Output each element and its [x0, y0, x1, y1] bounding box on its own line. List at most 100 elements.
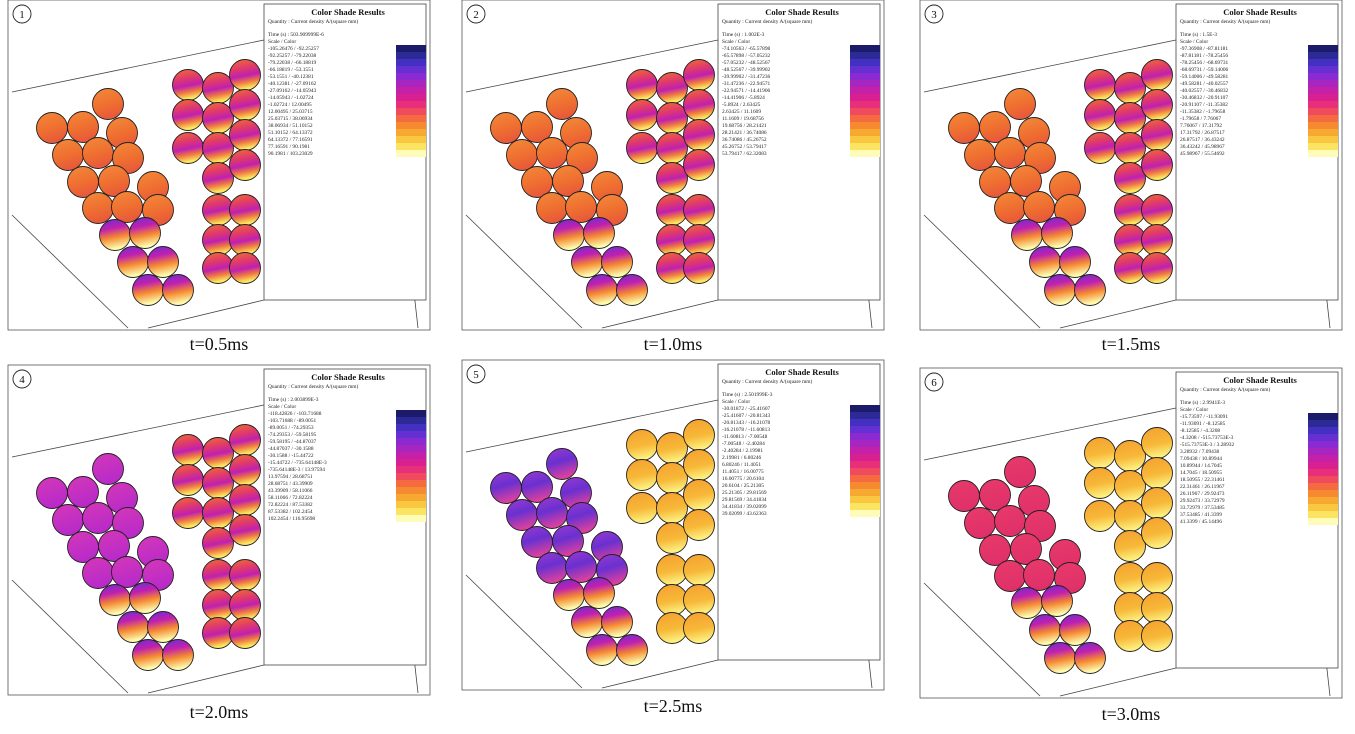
conductor: [82, 137, 114, 169]
conductor: [36, 477, 68, 509]
conductor: [1041, 217, 1073, 249]
conductor: [616, 634, 648, 666]
boundary: [11, 39, 265, 93]
legend-row: 6.80246 / 11.4051: [722, 462, 761, 468]
legend-row: -105.26476 / -92.25257: [268, 46, 319, 52]
caption: t=0.5ms: [190, 334, 249, 354]
legend-row: 43.39909 / 58.11066: [268, 488, 313, 494]
legend-row: -11.93091 / -8.12585: [1180, 421, 1226, 427]
conductor: [172, 497, 204, 529]
conductor: [1029, 246, 1061, 278]
legend-row: -59.14006 / -49.58281: [1180, 74, 1229, 80]
conductor: [683, 252, 715, 284]
conductor: [1084, 467, 1116, 499]
conductor: [1059, 246, 1091, 278]
legend-scale-header: Scale / Color: [722, 399, 750, 405]
conductor: [656, 252, 688, 284]
conductor: [98, 165, 130, 197]
conductor: [67, 111, 99, 143]
boundary: [601, 299, 719, 329]
conductor: [656, 162, 688, 194]
color-swatch: [850, 73, 880, 80]
conductor: [132, 639, 164, 671]
conductor: [229, 89, 261, 121]
conductor: [1141, 620, 1173, 652]
legend-row: -11.60813 / -7.00548: [722, 434, 768, 440]
conductor: [656, 554, 688, 586]
conductor: [506, 499, 538, 531]
legend-scale-header: Scale / Color: [1180, 407, 1208, 413]
conductor: [601, 246, 633, 278]
legend-row: -11.35382 / -1.79658: [1180, 109, 1226, 115]
conductor: [1141, 149, 1173, 181]
color-swatch: [850, 66, 880, 73]
conductor: [229, 424, 261, 456]
conductor: [202, 252, 234, 284]
color-swatch: [396, 480, 426, 487]
color-swatch: [1308, 497, 1338, 504]
color-swatch: [396, 115, 426, 122]
conductor: [683, 194, 715, 226]
conductor: [1074, 274, 1106, 306]
conductor: [117, 246, 149, 278]
legend-time: Time (s) : 2.9941E-3: [1180, 399, 1225, 406]
legend-row: -15.44722 / -735.64148E-3: [268, 460, 327, 466]
legend-row: 39.02099 / 43.62363: [722, 511, 767, 517]
conductor: [656, 72, 688, 104]
color-swatch: [1308, 129, 1338, 136]
conductor: [1141, 89, 1173, 121]
conductor: [52, 504, 84, 536]
color-swatch: [1308, 448, 1338, 455]
color-swatch: [850, 115, 880, 122]
color-swatch: [396, 508, 426, 515]
caption: t=3.0ms: [1102, 704, 1161, 724]
boundary: [601, 659, 719, 689]
legend-scale-header: Scale / Color: [268, 404, 296, 410]
legend-row: -40.12381 / -27.09162: [268, 81, 317, 87]
conductor: [964, 139, 996, 171]
conductor: [1004, 88, 1036, 120]
legend-row: 3.28932 / 7.09438: [1180, 449, 1220, 455]
color-swatch: [1308, 427, 1338, 434]
color-swatch: [396, 94, 426, 101]
color-swatch: [396, 431, 426, 438]
color-swatch: [850, 412, 880, 419]
conductor: [656, 462, 688, 494]
boundary: [1059, 299, 1177, 329]
legend-row: 11.1609 / 19.68756: [722, 116, 764, 122]
conductor: [202, 194, 234, 226]
conductor: [162, 274, 194, 306]
boundary: [11, 579, 129, 694]
conductor: [52, 139, 84, 171]
color-swatch: [850, 59, 880, 66]
conductor: [948, 480, 980, 512]
conductor: [92, 88, 124, 120]
conductor: [1114, 102, 1146, 134]
legend-row: -68.69731 / -59.14006: [1180, 67, 1229, 73]
conductor: [172, 69, 204, 101]
color-swatch: [1308, 504, 1338, 511]
conductor: [536, 137, 568, 169]
color-swatch: [396, 473, 426, 480]
boundary: [465, 399, 719, 453]
conductor: [202, 132, 234, 164]
legend-row: -78.25456 / -68.69731: [1180, 60, 1229, 66]
legend-row: -92.25257 / -79.22038: [268, 53, 317, 59]
conductor: [1114, 470, 1146, 502]
legend-row: -66.18819 / -53.1551: [268, 67, 314, 73]
boundary: [923, 214, 1041, 329]
conductor: [1114, 72, 1146, 104]
conductor: [1044, 642, 1076, 674]
legend-row: 20.6104 / 25.21305: [722, 483, 764, 489]
color-swatch: [396, 410, 426, 417]
conductor: [1141, 592, 1173, 624]
legend-quantity: Quantity : Current density A/(square mm): [268, 383, 358, 390]
color-swatch: [850, 87, 880, 94]
legend-row: -25.41607 / -20.81343: [722, 413, 771, 419]
legend-title: Color Shade Results: [311, 7, 385, 17]
color-swatch: [850, 45, 880, 52]
color-swatch: [850, 489, 880, 496]
conductor: [92, 453, 124, 485]
conductor: [1084, 437, 1116, 469]
